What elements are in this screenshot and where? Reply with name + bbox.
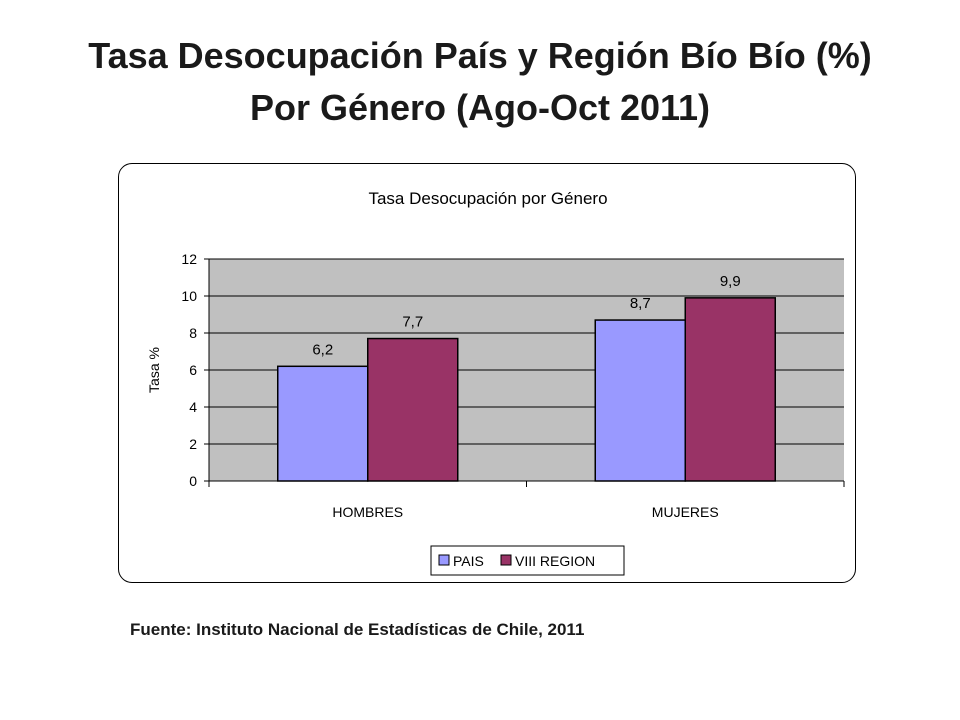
legend-label: PAIS: [453, 553, 484, 569]
y-tick-label: 12: [181, 251, 197, 267]
bar-pais-hombres: [277, 365, 369, 482]
x-tick-label: HOMBRES: [332, 504, 403, 520]
y-tick-label: 6: [189, 362, 197, 378]
bar-viii-region-mujeres: [684, 297, 776, 482]
y-tick-label: 0: [189, 473, 197, 489]
chart-title: Tasa Desocupación por Género: [368, 189, 607, 208]
bar-chart: Tasa Desocupación por Género 0 2 4 6 8 10 12 Tas…: [146, 189, 845, 576]
y-axis-label: Tasa %: [146, 347, 162, 393]
bar-pais-mujeres: [594, 319, 686, 482]
data-label: 7,7: [402, 314, 423, 331]
slide-title-line-2: Por Género (Ago-Oct 2011): [249, 87, 711, 128]
data-label: 8,7: [630, 295, 651, 312]
chart-frame: Tasa Desocupación por Género 0 2 4 6 8 10 12 Tas…: [118, 163, 856, 583]
slide-title-line-1: Tasa Desocupación País y Región Bío Bío …: [88, 35, 872, 76]
y-tick-label: 8: [189, 325, 197, 341]
y-tick-label: 10: [181, 288, 197, 304]
data-label: 6,2: [312, 341, 333, 358]
y-tick-label: 4: [189, 399, 197, 415]
data-label: 9,9: [720, 273, 741, 290]
legend-label: VIII REGION: [515, 553, 595, 569]
legend-box: [430, 545, 625, 576]
y-tick-label: 2: [189, 436, 197, 452]
source-note: Fuente: Instituto Nacional de Estadístic…: [130, 620, 585, 639]
legend-swatch-pais: [438, 554, 450, 566]
x-tick-label: MUJERES: [652, 504, 719, 520]
bar-viii-region-hombres: [367, 337, 459, 482]
legend-swatch-viii-region: [500, 554, 512, 566]
slide-title: Tasa Desocupación País y Región Bío Bío …: [60, 30, 900, 134]
